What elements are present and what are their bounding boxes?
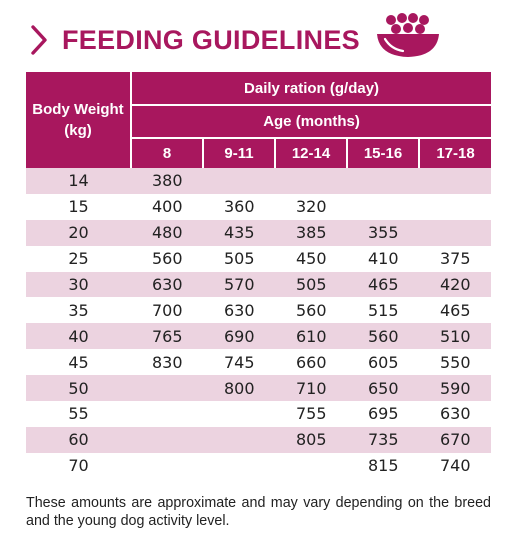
ration-cell: 570 [203,271,275,298]
ration-cell: 630 [419,401,492,427]
ration-cell: 815 [347,452,419,479]
age-column-header: 17-18 [417,138,492,168]
body-weight-cell: 70 [26,452,131,479]
ration-cell: 450 [275,245,347,272]
ration-cell: 755 [275,401,347,427]
ration-cell [131,375,203,402]
ration-cell [419,168,492,194]
food-bowl-icon [377,13,439,57]
ration-cell: 740 [419,452,492,479]
ration-cell: 660 [275,349,347,376]
table-row: 25 560 505 450 410 375 [26,245,492,272]
body-weight-cell: 60 [26,426,131,453]
ration-cell: 690 [203,323,275,350]
ration-cell: 380 [131,168,203,194]
body-weight-cell: 30 [26,271,131,298]
ration-cell: 560 [275,297,347,324]
ration-cell: 630 [131,271,203,298]
ration-cell: 385 [275,219,347,246]
ration-cell: 650 [347,375,419,402]
ration-cell [131,452,203,479]
page-title-text: FEEDING GUIDELINES [62,24,360,55]
body-weight-cell: 40 [26,323,131,350]
body-weight-cell: 14 [26,168,131,194]
ration-cell: 505 [275,271,347,298]
age-column-header: 8 [131,138,203,168]
table-row: 40 765 690 610 560 510 [26,323,492,350]
table-row: 14 380 [26,168,492,194]
table-row: 30 630 570 505 465 420 [26,271,492,298]
table-row: 35 700 630 560 515 465 [26,297,492,324]
ration-cell: 560 [131,245,203,272]
ration-cell: 360 [203,193,275,220]
ration-cell: 410 [347,245,419,272]
ration-cell: 805 [275,426,347,453]
ration-cell [347,168,419,194]
ration-cell: 710 [275,375,347,402]
body-weight-cell: 15 [26,193,131,220]
ration-cell: 465 [419,297,492,324]
ration-cell [131,401,203,427]
feeding-table: Body Weight (kg) Daily ration (g/day) Ag… [26,72,492,479]
ration-cell [419,219,492,246]
body-weight-cell: 55 [26,401,131,427]
ration-cell [347,193,419,220]
age-column-header: 15-16 [346,138,419,168]
body-weight-cell: 25 [26,245,131,272]
table-row: 50 800 710 650 590 [26,375,492,402]
ration-cell: 745 [203,349,275,376]
chevron-right-icon [31,25,47,55]
page-title: FEEDING GUIDELINES [26,22,360,58]
feeding-table-body: 14 380 15 400 360 320 20 480 435 385 355… [26,168,492,479]
table-row: 20 480 435 385 355 [26,219,492,246]
ration-cell: 550 [419,349,492,376]
ration-cell: 400 [131,193,203,220]
age-column-header: 9-11 [202,138,275,168]
body-weight-cell: 35 [26,297,131,324]
table-row: 45 830 745 660 605 550 [26,349,492,376]
ration-cell: 610 [275,323,347,350]
ration-cell: 375 [419,245,492,272]
ration-cell: 630 [203,297,275,324]
ration-cell [203,426,275,453]
daily-ration-header: Daily ration (g/day) [131,72,492,105]
ration-cell [275,452,347,479]
age-header: Age (months) [131,105,492,138]
ration-cell: 765 [131,323,203,350]
table-row: 15 400 360 320 [26,193,492,220]
ration-cell: 435 [203,219,275,246]
ration-cell: 830 [131,349,203,376]
ration-cell: 590 [419,375,492,402]
ration-cell [203,168,275,194]
ration-cell [419,193,492,220]
ration-cell: 735 [347,426,419,453]
ration-cell [203,452,275,479]
body-weight-cell: 50 [26,375,131,402]
ration-cell: 420 [419,271,492,298]
ration-cell: 320 [275,193,347,220]
ration-cell: 515 [347,297,419,324]
ration-cell: 670 [419,426,492,453]
ration-cell: 800 [203,375,275,402]
ration-cell: 700 [131,297,203,324]
ration-cell: 480 [131,219,203,246]
table-row: 70 815 740 [26,452,492,479]
ration-cell: 560 [347,323,419,350]
body-weight-cell: 45 [26,349,131,376]
ration-cell [131,426,203,453]
ration-cell: 695 [347,401,419,427]
ration-cell [275,168,347,194]
body-weight-cell: 20 [26,219,131,246]
ration-cell: 505 [203,245,275,272]
table-row: 60 805 735 670 [26,426,492,453]
ration-cell: 465 [347,271,419,298]
ration-cell: 510 [419,323,492,350]
ration-cell: 355 [347,219,419,246]
table-row: 55 755 695 630 [26,401,492,427]
ration-cell [203,401,275,427]
body-weight-header: Body Weight (kg) [26,72,132,168]
age-column-header: 12-14 [274,138,347,168]
ration-cell: 605 [347,349,419,376]
footnote: These amounts are approximate and may va… [26,495,491,529]
